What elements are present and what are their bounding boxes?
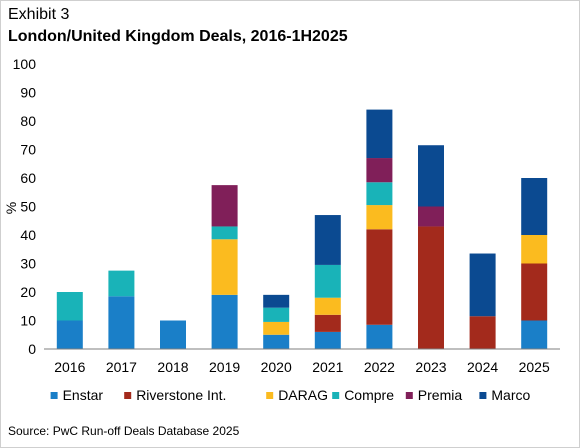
bar-segment [521,263,548,321]
bar-segment [418,206,444,227]
y-tick-label: 20 [20,284,36,300]
legend-swatch [479,392,487,399]
y-tick-label: 80 [20,113,36,129]
bar-segment [521,235,548,264]
legend-swatch [405,392,413,399]
bar-segment [314,264,341,298]
exhibit-label: Exhibit 3 [8,6,70,23]
bar-segment [314,215,341,265]
bar-segment [211,294,238,349]
bar-segment [263,294,290,308]
legend-label: Marco [491,387,530,403]
bar-segment [366,158,393,183]
bar-segment [366,229,393,325]
source-note: Source: PwC Run-off Deals Database 2025 [8,424,240,438]
bar-segment [108,296,135,349]
x-tick-label: 2023 [415,359,446,375]
bar-segment [160,320,186,349]
x-tick-label: 2018 [157,359,188,375]
bar-segment [366,205,393,230]
y-tick-label: 100 [13,56,37,72]
bar-segment [366,109,393,159]
bar-segment [56,292,83,321]
y-tick-label: 90 [20,85,36,101]
y-tick-label: 10 [20,313,36,329]
bar-segment [469,253,496,317]
y-tick-label: 30 [20,256,36,272]
x-tick-label: 2024 [467,359,498,375]
x-tick-label: 2022 [364,359,395,375]
bar-segment [366,182,393,206]
x-tick-label: 2020 [261,359,292,375]
bar-segment [521,320,548,349]
legend-label: DARAG [278,387,328,403]
bar-segment [521,178,548,235]
x-tick-label: 2021 [312,359,343,375]
bars [56,109,548,349]
legend: Enstar Riverstone Int. DARAG Compre Premia Ma… [50,387,531,403]
legend-swatch [332,392,340,399]
legend-swatch [266,392,274,399]
y-tick-label: 0 [28,341,36,357]
legend-label: Riverstone Int. [136,387,226,403]
x-tick-label: 2025 [519,359,550,375]
bar-segment [314,297,341,315]
y-tick-label: 60 [20,170,36,186]
x-tick-label: 2019 [209,359,240,375]
bar-segment [56,320,83,349]
y-tick-label: 40 [20,227,36,243]
x-tick-label: 2016 [54,359,85,375]
bar-segment [263,321,290,335]
legend-label: Compre [344,387,394,403]
bar-segment [418,226,444,349]
x-axis-ticks: 2016 2017 2018 2019 2020 2021 2022 2023 2024 2025 [54,359,550,375]
legend-label: Enstar [63,387,104,403]
y-tick-label: 70 [20,142,36,158]
bar-segment [314,314,341,332]
x-tick-label: 2017 [106,359,137,375]
bar-segment [418,145,444,207]
bar-segment [108,270,135,297]
y-tick-label: 50 [20,199,36,215]
y-axis-ticks: 0 10 20 30 40 50 60 70 80 90 100 [13,56,37,357]
bar-segment [263,334,290,349]
legend-label: Premia [418,387,463,403]
bar-segment [263,307,290,322]
y-axis-label: % [3,202,19,214]
legend-swatch [50,392,58,399]
bar-segment [314,331,341,349]
chart-title: London/United Kingdom Deals, 2016-1H2025 [8,28,348,45]
legend-swatch [124,392,132,399]
bar-segment [211,239,238,295]
bar-segment [211,185,238,227]
bar-segment [211,226,238,240]
bar-segment [469,316,496,349]
bar-segment [366,324,393,349]
